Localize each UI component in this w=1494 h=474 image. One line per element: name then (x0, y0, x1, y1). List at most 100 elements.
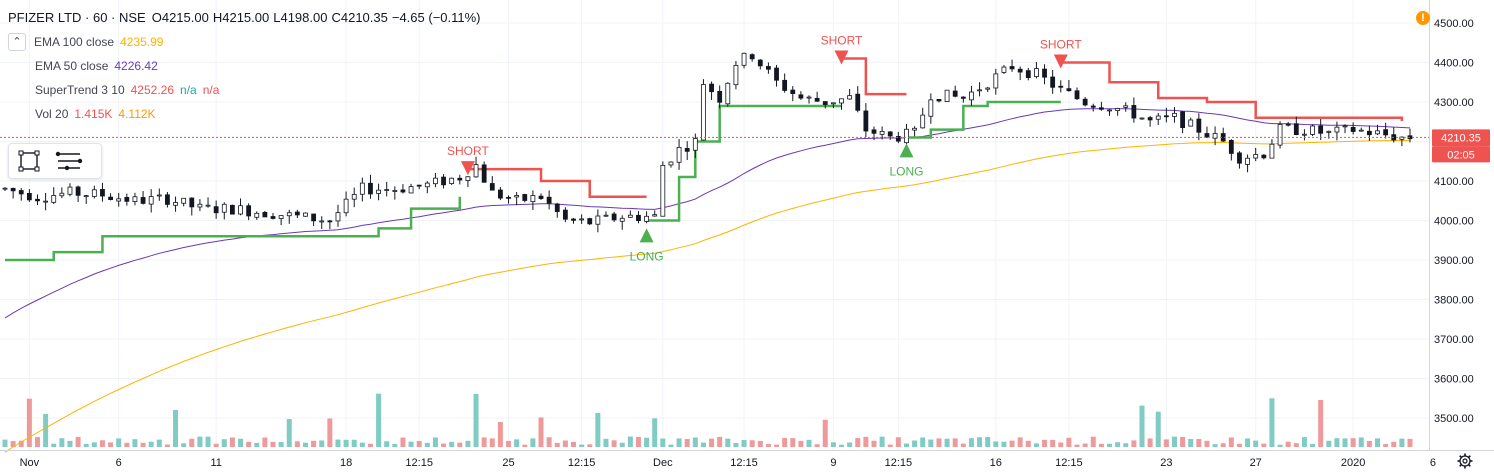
collapse-chevron-icon[interactable]: ⌃ (8, 33, 26, 51)
volume-bar (619, 442, 625, 447)
volume-bar (408, 441, 414, 447)
volume-bar (1366, 440, 1372, 447)
candle-body (1212, 133, 1218, 139)
candle-body (701, 84, 706, 141)
candle-body (392, 190, 398, 192)
last-price-label: 4210.35 02:05 (1432, 129, 1490, 163)
volume-bar (668, 444, 674, 447)
volume-bar (1001, 441, 1007, 447)
volume-bar (644, 437, 650, 447)
volume-bar (806, 439, 812, 447)
ema-50-path (4, 108, 1411, 319)
candle-body (1196, 118, 1202, 133)
volume-bar (205, 436, 211, 447)
candle-body (668, 161, 674, 166)
volume-bar (164, 444, 170, 447)
candle-body (904, 128, 909, 144)
volume-bar (51, 443, 57, 447)
time-tick-label: 16 (990, 457, 1002, 469)
candle-body (579, 218, 585, 221)
bar-countdown: 02:05 (1447, 149, 1475, 161)
volume-bar (18, 440, 24, 447)
volume-bar (627, 436, 633, 447)
candle-body (985, 87, 991, 90)
volume-bar (1310, 443, 1316, 447)
candle-body (1082, 98, 1088, 106)
volume-bar (1228, 437, 1234, 447)
candle-body (457, 177, 463, 181)
candle-body (514, 195, 520, 198)
list-tool-icon (55, 151, 83, 171)
candle-body (644, 215, 649, 222)
last-price-value: 4210.35 (1441, 132, 1481, 144)
volume-bar (99, 440, 105, 447)
indicator-volume[interactable]: Vol 20 1.415K 4.112K (8, 102, 485, 126)
volume-bar (432, 437, 438, 447)
volume-bar (936, 438, 942, 447)
warning-icon[interactable]: ! (1416, 11, 1430, 25)
volume-bar (822, 419, 828, 447)
long-signal-arrow (899, 143, 914, 158)
volume-bar (1293, 443, 1299, 447)
volume-bar (327, 418, 333, 447)
candle-body (481, 164, 487, 183)
volume-bar (1171, 436, 1177, 447)
candle-body (879, 131, 885, 135)
supertrend-segment (646, 104, 842, 222)
volume-bar (757, 440, 763, 447)
volume-bar (1009, 440, 1015, 447)
volume-bar (1196, 438, 1202, 447)
candle-body (676, 146, 682, 163)
volume-bar (116, 438, 122, 447)
volume-bar (416, 440, 422, 447)
volume-bar (1188, 438, 1194, 447)
volume-bar (855, 438, 861, 447)
indicator-ema100[interactable]: ⌃ EMA 100 close 4235.99 (8, 30, 485, 54)
symbol-title[interactable]: PFIZER LTD · 60 · NSE (8, 10, 146, 25)
candle-body (1074, 90, 1080, 100)
candle-body (1180, 111, 1186, 129)
ohlc-low: L4198.00 (273, 10, 328, 25)
indicator-label: SuperTrend 3 10 (35, 83, 125, 97)
settings-gear-icon[interactable] (1457, 453, 1473, 469)
select-rectangle-tool[interactable] (9, 146, 49, 176)
volume-bar (1301, 437, 1307, 447)
indicator-supertrend[interactable]: SuperTrend 3 10 4252.26 n/a n/a (8, 78, 485, 102)
volume-bar (108, 442, 114, 447)
short-signal-label: SHORT (821, 34, 863, 48)
time-tick-label: 12:15 (730, 457, 758, 469)
time-tick-label: 12:15 (1055, 457, 1083, 469)
candle-body (368, 182, 373, 195)
indicator-ema50[interactable]: EMA 50 close 4226.42 (8, 54, 485, 78)
candle-body (359, 182, 365, 195)
volume-bar (465, 440, 471, 447)
volume-bar (1042, 439, 1048, 447)
volume-bar (384, 441, 390, 447)
candle-body (1090, 105, 1096, 108)
candle-body (156, 194, 162, 197)
volume-bar (43, 414, 49, 447)
candle-body (433, 177, 438, 185)
candle-body (1204, 133, 1210, 138)
candle-body (822, 101, 828, 105)
object-tree-tool[interactable] (49, 146, 89, 176)
candle-body (278, 215, 284, 219)
volume-bar (67, 440, 73, 447)
volume-bar (1163, 439, 1169, 447)
volume-bar (538, 417, 544, 447)
volume-bar (1115, 442, 1121, 447)
candle-body (684, 148, 690, 152)
volume-bar (635, 436, 641, 447)
volume-bar (173, 409, 179, 447)
time-tick-label: 25 (502, 457, 514, 469)
candle-body (1163, 115, 1169, 118)
candle-body (1350, 126, 1356, 132)
chart-legend: PFIZER LTD · 60 · NSE O4215.00 H4215.00 … (8, 6, 485, 126)
candle-body (652, 214, 658, 217)
time-tick-label: 12:15 (405, 457, 433, 469)
candle-body (839, 98, 844, 104)
candle-body (936, 98, 942, 102)
candle-body (1009, 66, 1015, 70)
volume-bar (1326, 440, 1332, 447)
